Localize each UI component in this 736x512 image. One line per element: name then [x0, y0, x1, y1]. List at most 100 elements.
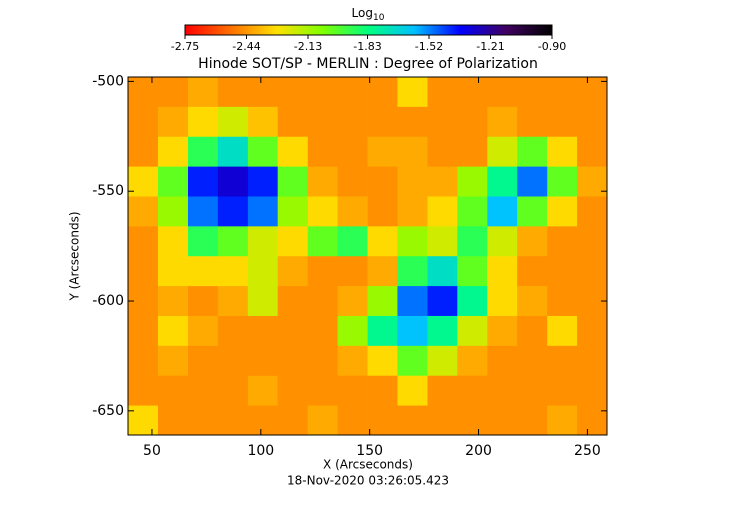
heatmap-cell — [187, 256, 219, 287]
heatmap-cell — [128, 196, 159, 227]
heatmap-cell — [307, 315, 339, 347]
colorbar-label-subscript: 10 — [373, 13, 385, 23]
heatmap-cell — [247, 106, 279, 138]
heatmap-cell — [247, 405, 279, 436]
heatmap-cell — [577, 196, 608, 227]
heatmap-cell — [157, 375, 189, 407]
heatmap-cell — [427, 226, 458, 257]
x-tick-label: 100 — [247, 443, 274, 459]
heatmap-cell — [487, 136, 518, 168]
heatmap-cell — [577, 315, 608, 347]
heatmap-cell — [157, 226, 189, 257]
heatmap-cell — [547, 405, 578, 436]
heatmap-cell — [367, 256, 398, 287]
heatmap-cell — [547, 77, 578, 108]
heatmap-cell — [457, 106, 488, 138]
heatmap-cell — [397, 345, 428, 377]
heatmap-cell — [457, 196, 488, 227]
heatmap-cell — [397, 256, 428, 287]
heatmap-cell — [517, 286, 548, 317]
heatmap-cell — [577, 226, 608, 257]
heatmap-cell — [247, 226, 279, 257]
heatmap-cell — [157, 166, 189, 197]
heatmap-cell — [427, 315, 458, 347]
heatmap-cell — [337, 196, 368, 227]
heatmap-cell — [157, 256, 189, 287]
heatmap-cell — [217, 375, 249, 407]
heatmap-cell — [547, 315, 578, 347]
heatmap-cell — [128, 77, 159, 108]
colorbar — [184, 24, 553, 36]
heatmap-cell — [247, 286, 279, 317]
heatmap-cell — [128, 405, 159, 436]
heatmap-cell — [128, 106, 159, 138]
heatmap-cell — [367, 375, 398, 407]
heatmap-cell — [367, 345, 398, 377]
heatmap-cell — [487, 166, 518, 197]
heatmap-cell — [247, 77, 279, 108]
heatmap-cell — [457, 77, 488, 108]
y-tick-label: -500 — [92, 73, 124, 89]
heatmap-cell — [217, 345, 249, 377]
heatmap-cell — [457, 226, 488, 257]
heatmap-cell — [217, 77, 249, 108]
heatmap-cell — [457, 345, 488, 377]
chart-title: Hinode SOT/SP - MERLIN : Degree of Polar… — [198, 56, 538, 72]
heatmap-cell — [487, 375, 518, 407]
heatmap-cell — [427, 166, 458, 197]
heatmap-cell — [307, 286, 339, 317]
heatmap-cell — [547, 375, 578, 407]
heatmap — [128, 77, 608, 436]
heatmap-cell — [547, 196, 578, 227]
heatmap-cell — [457, 315, 488, 347]
heatmap-cell — [128, 375, 159, 407]
heatmap-cell — [187, 286, 219, 317]
heatmap-cell — [577, 345, 608, 377]
heatmap-cell — [217, 286, 249, 317]
heatmap-cell — [487, 196, 518, 227]
heatmap-cell — [307, 136, 339, 168]
heatmap-cell — [517, 77, 548, 108]
heatmap-cell — [187, 226, 219, 257]
y-tick-label: -600 — [92, 293, 124, 309]
heatmap-cell — [367, 77, 398, 108]
heatmap-cell — [307, 345, 339, 377]
heatmap-cell — [577, 375, 608, 407]
heatmap-cell — [187, 166, 219, 197]
heatmap-cell — [547, 256, 578, 287]
heatmap-cell — [307, 226, 339, 257]
heatmap-cell — [517, 226, 548, 257]
heatmap-cell — [307, 196, 339, 227]
heatmap-cell — [157, 196, 189, 227]
heatmap-cell — [397, 196, 428, 227]
heatmap-cell — [367, 405, 398, 436]
heatmap-cell — [517, 345, 548, 377]
heatmap-cell — [457, 375, 488, 407]
heatmap-cell — [247, 345, 279, 377]
heatmap-cell — [397, 405, 428, 436]
heatmap-cell — [337, 286, 368, 317]
heatmap-cell — [247, 166, 279, 197]
heatmap-cell — [397, 375, 428, 407]
heatmap-cell — [397, 166, 428, 197]
heatmap-cell — [277, 226, 309, 257]
heatmap-cell — [397, 315, 428, 347]
heatmap-cell — [277, 166, 309, 197]
heatmap-cell — [397, 286, 428, 317]
heatmap-cell — [427, 106, 458, 138]
heatmap-cell — [487, 345, 518, 377]
heatmap-cell — [457, 405, 488, 436]
heatmap-cell — [217, 256, 249, 287]
heatmap-cell — [577, 405, 608, 436]
heatmap-cell — [487, 106, 518, 138]
heatmap-cell — [337, 256, 368, 287]
heatmap-cell — [367, 196, 398, 227]
heatmap-cell — [517, 166, 548, 197]
colorbar-tick-label: -1.52 — [415, 40, 443, 53]
heatmap-cell — [217, 106, 249, 138]
heatmap-cell — [277, 196, 309, 227]
heatmap-cell — [128, 226, 159, 257]
heatmap-cell — [307, 166, 339, 197]
heatmap-cell — [187, 77, 219, 108]
